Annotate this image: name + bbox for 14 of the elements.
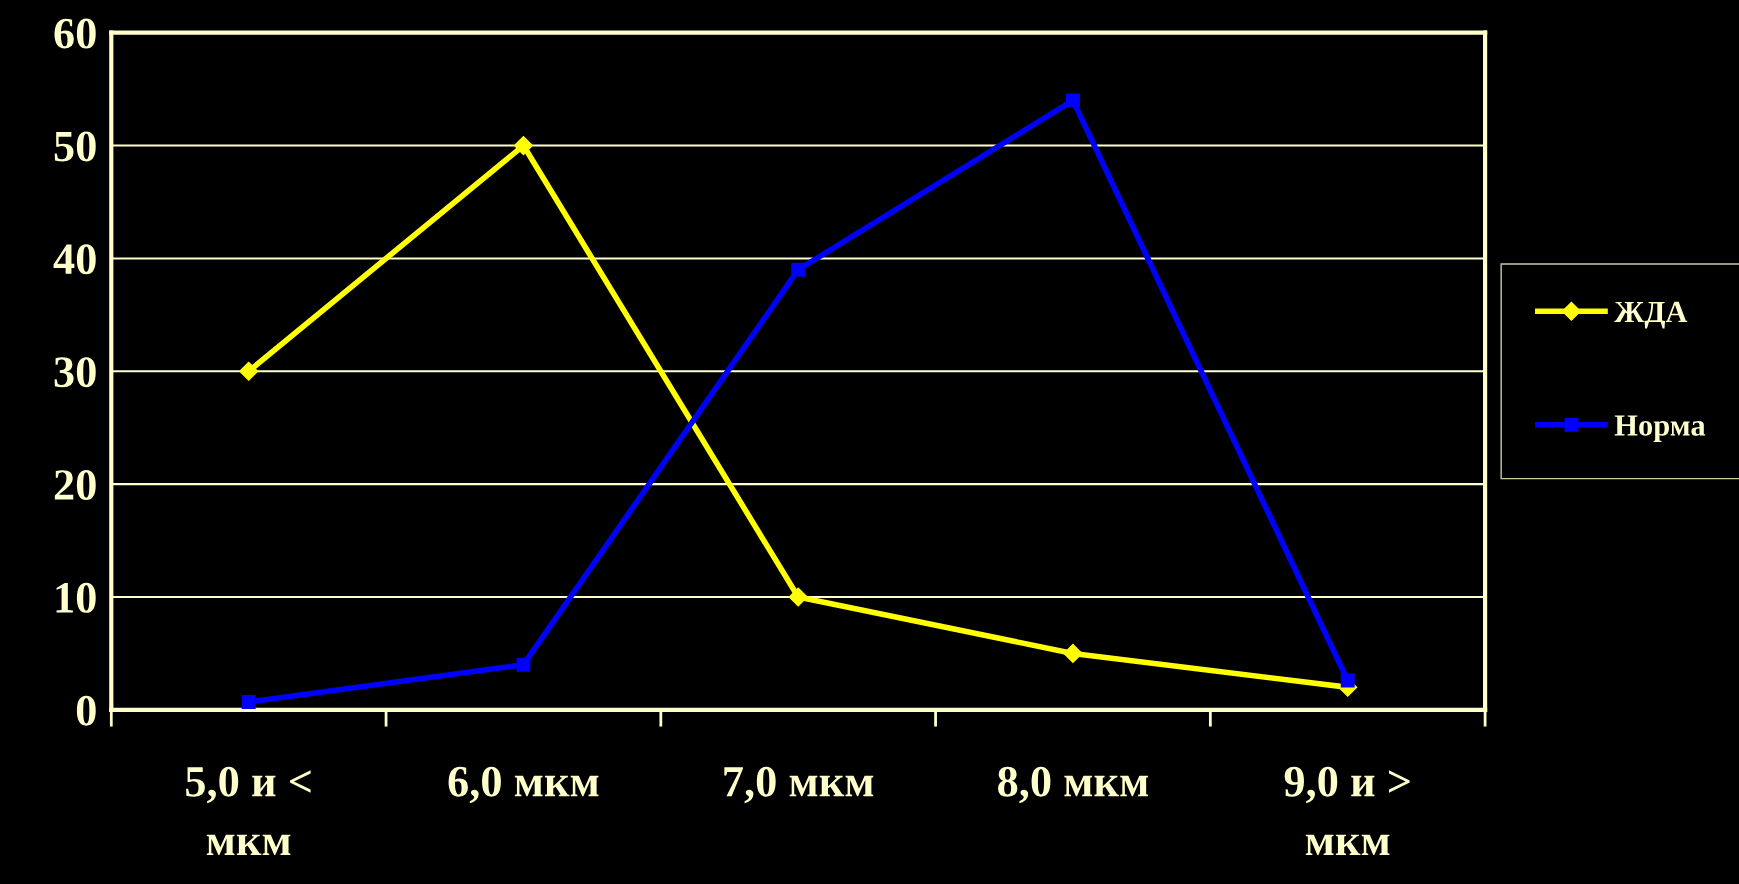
y-tick-label: 0 bbox=[76, 695, 96, 726]
x-tick-label: 6,0 мкм bbox=[448, 766, 599, 804]
x-tick-label: 8,0 мкм bbox=[998, 766, 1148, 804]
x-tick-label: 9,0 и > мкм bbox=[1284, 766, 1410, 856]
y-tick-label: 60 bbox=[54, 18, 96, 49]
legend-label: ЖДА bbox=[1614, 301, 1688, 329]
x-tick-label: 7,0 мкм bbox=[724, 766, 874, 804]
y-tick-label: 40 bbox=[53, 244, 96, 275]
y-tick-label: 30 bbox=[54, 357, 96, 388]
y-tick-label: 20 bbox=[54, 470, 96, 500]
legend-label: Норма bbox=[1614, 415, 1706, 442]
y-tick-label: 10 bbox=[56, 582, 96, 613]
y-tick-label: 50 bbox=[54, 131, 96, 162]
x-tick-label: 5,0 и < мкм bbox=[186, 766, 311, 856]
